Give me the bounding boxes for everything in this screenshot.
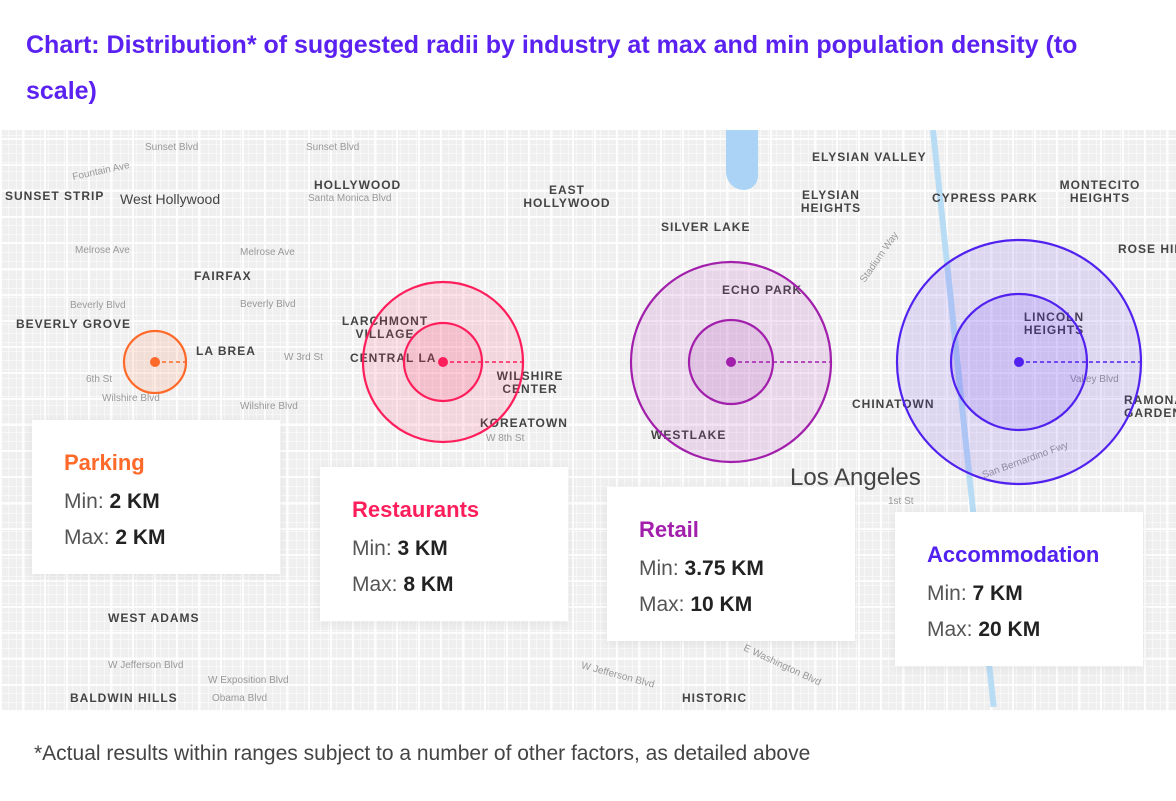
max-label: Max: xyxy=(64,526,110,549)
min-value: 2 KM xyxy=(109,490,160,513)
min-row: Min: 2 KM xyxy=(64,484,280,520)
radius-circles xyxy=(122,238,1143,486)
street-label: W Exposition Blvd xyxy=(208,675,289,686)
map-label: BALDWIN HILLS xyxy=(70,691,178,705)
card-parking: Parking Min: 2 KM Max: 2 KM xyxy=(32,420,280,574)
map-label: BEVERLY GROVE xyxy=(16,317,132,331)
map-label: MONTECITO HEIGHTS xyxy=(1059,178,1141,205)
street-label: Sunset Blvd xyxy=(306,142,360,153)
min-row: Min: 3.75 KM xyxy=(639,551,855,587)
accommodation-center-dot xyxy=(1014,357,1024,367)
chart-title: Chart: Distribution* of suggested radii … xyxy=(26,31,1078,105)
max-value: 8 KM xyxy=(403,573,454,596)
map: SUNSET STRIP West Hollywood HOLLYWOOD EA… xyxy=(0,130,1176,712)
street-label: Sunset Blvd xyxy=(145,142,199,153)
card-retail: Retail Min: 3.75 KM Max: 10 KM xyxy=(607,487,855,641)
street-label: Beverly Blvd xyxy=(70,300,126,311)
map-label: SUNSET STRIP xyxy=(5,189,105,203)
max-value: 2 KM xyxy=(115,526,166,549)
map-label: LA BREA xyxy=(196,344,256,358)
max-row: Max: 2 KM xyxy=(64,520,280,556)
max-value: 20 KM xyxy=(978,618,1041,641)
footnote: *Actual results within ranges subject to… xyxy=(34,742,811,765)
parking-center-dot xyxy=(150,357,160,367)
map-label: ELYSIAN HEIGHTS xyxy=(800,188,862,215)
map-label: FAIRFAX xyxy=(194,269,252,283)
map-label: HISTORIC xyxy=(682,691,748,705)
max-label: Max: xyxy=(927,618,973,641)
city-label: Los Angeles xyxy=(790,464,921,491)
max-label: Max: xyxy=(352,573,398,596)
min-label: Min: xyxy=(64,490,104,513)
street-label: Valley Blvd xyxy=(1070,374,1119,385)
map-label: SILVER LAKE xyxy=(661,220,751,234)
street-label: Beverly Blvd xyxy=(240,299,296,310)
min-row: Min: 7 KM xyxy=(927,576,1143,612)
min-value: 3 KM xyxy=(397,537,448,560)
map-label: West Hollywood xyxy=(120,191,221,207)
industry-name: Retail xyxy=(639,517,699,542)
lake xyxy=(726,130,758,190)
min-label: Min: xyxy=(352,537,392,560)
map-label: CENTRAL LA xyxy=(350,351,437,365)
card-restaurants: Restaurants Min: 3 KM Max: 8 KM xyxy=(320,467,568,621)
max-value: 10 KM xyxy=(690,593,753,616)
map-label: ROSE HILL xyxy=(1118,242,1176,256)
industry-name: Restaurants xyxy=(352,497,480,522)
min-value: 3.75 KM xyxy=(684,557,764,580)
card-accommodation: Accommodation Min: 7 KM Max: 20 KM xyxy=(895,512,1143,666)
max-row: Max: 20 KM xyxy=(927,612,1143,648)
map-label: HOLLYWOOD xyxy=(314,178,402,192)
min-label: Min: xyxy=(927,582,967,605)
max-label: Max: xyxy=(639,593,685,616)
restaurants-center-dot xyxy=(438,357,448,367)
street-label: Melrose Ave xyxy=(75,245,130,256)
map-label: CHINATOWN xyxy=(852,397,935,411)
map-label: ELYSIAN VALLEY xyxy=(812,150,927,164)
street-label: W 3rd St xyxy=(284,352,323,363)
max-row: Max: 8 KM xyxy=(352,567,568,603)
map-label: KOREATOWN xyxy=(480,416,568,430)
map-label: EAST HOLLYWOOD xyxy=(523,183,611,210)
street-label: W 8th St xyxy=(486,433,525,444)
max-row: Max: 10 KM xyxy=(639,587,855,623)
min-value: 7 KM xyxy=(972,582,1023,605)
street-label: Santa Monica Blvd xyxy=(308,193,392,204)
street-label: 6th St xyxy=(86,374,113,385)
min-row: Min: 3 KM xyxy=(352,531,568,567)
street-label: Melrose Ave xyxy=(240,247,295,258)
street-label: Wilshire Blvd xyxy=(102,393,160,404)
street-label: 1st St xyxy=(888,496,914,507)
min-label: Min: xyxy=(639,557,679,580)
street-label: Obama Blvd xyxy=(212,693,268,704)
map-label: WEST ADAMS xyxy=(108,611,200,625)
map-label: CYPRESS PARK xyxy=(932,191,1038,205)
industry-name: Accommodation xyxy=(927,542,1100,567)
map-label: WESTLAKE xyxy=(651,428,727,442)
street-label: W Jefferson Blvd xyxy=(108,660,184,671)
industry-name: Parking xyxy=(64,450,145,475)
map-label: ECHO PARK xyxy=(722,283,803,297)
street-label: Wilshire Blvd xyxy=(240,401,298,412)
retail-center-dot xyxy=(726,357,736,367)
